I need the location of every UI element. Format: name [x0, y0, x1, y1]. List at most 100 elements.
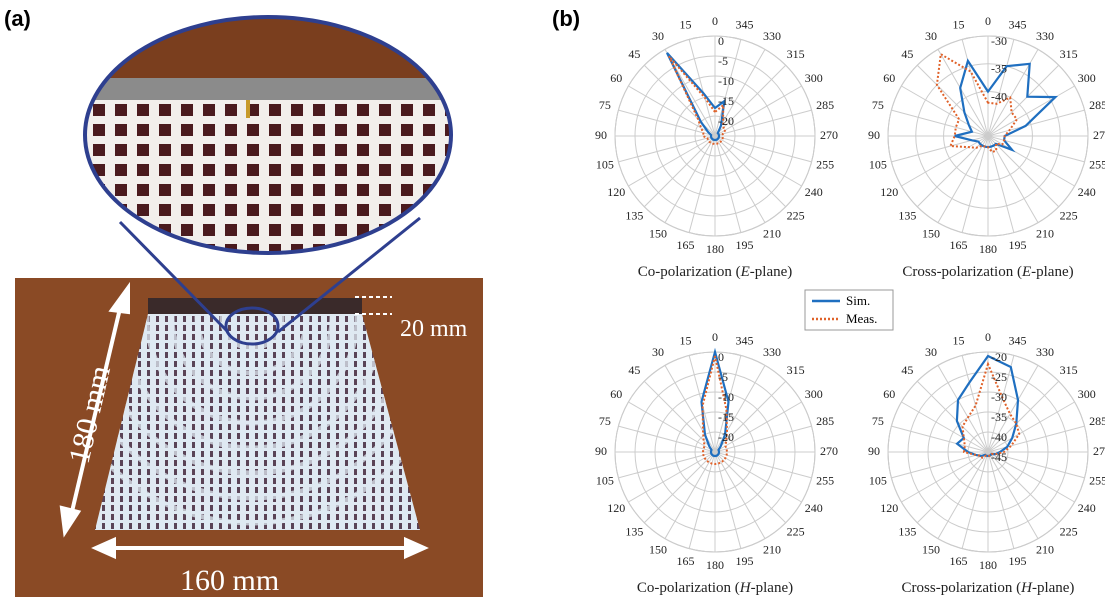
- grid-spoke: [689, 452, 715, 549]
- grid-spoke: [618, 426, 715, 452]
- grid-spoke: [715, 136, 765, 223]
- grid-spoke: [715, 136, 786, 207]
- angle-tick-label: 60: [883, 387, 895, 401]
- r-tick-label: -15: [718, 410, 734, 424]
- polar-chart: 0153045607590105120135150165180195210225…: [868, 330, 1105, 596]
- grid-spoke: [715, 136, 812, 162]
- grid-spoke: [628, 86, 715, 136]
- caption-text: -plane): [1032, 580, 1074, 596]
- grid-spoke: [917, 452, 988, 523]
- grid-spoke: [962, 355, 988, 452]
- angle-tick-label: 45: [628, 363, 640, 377]
- angle-tick-label: 195: [1009, 238, 1027, 252]
- caption: Co-polarization (H-plane): [637, 580, 793, 596]
- grid-spoke: [618, 136, 715, 162]
- angle-tick-label: 30: [925, 345, 937, 359]
- angle-tick-label: 345: [736, 334, 754, 348]
- angle-tick-label: 75: [599, 98, 611, 112]
- grid-spoke: [988, 452, 1014, 549]
- angle-tick-label: 225: [1060, 524, 1078, 538]
- angle-tick-label: 135: [898, 208, 916, 222]
- caption: Cross-polarization (H-plane): [902, 580, 1075, 596]
- r-tick-label: 0: [718, 34, 724, 48]
- r-tick-label: -35: [991, 62, 1007, 76]
- grid-spoke: [715, 452, 802, 502]
- polar-chart: 0153045607590105120135150165180195210225…: [868, 14, 1105, 280]
- r-tick-label: -10: [718, 74, 734, 88]
- r-tick-label: -20: [991, 350, 1007, 364]
- caption-text: -plane): [1031, 264, 1073, 280]
- angle-tick-label: 45: [628, 47, 640, 61]
- photo: 180 mm 160 mm 20 mm: [15, 10, 483, 597]
- legend: Sim. Meas.: [805, 290, 893, 330]
- angle-tick-label: 30: [925, 29, 937, 43]
- r-tick-label: -30: [991, 34, 1007, 48]
- angle-tick-label: 300: [805, 387, 823, 401]
- angle-tick-label: 285: [1089, 414, 1105, 428]
- r-tick-label: -5: [718, 54, 728, 68]
- polar-chart: 0153045607590105120135150165180195210225…: [595, 14, 838, 280]
- angle-tick-label: 240: [805, 185, 823, 199]
- angle-tick-label: 0: [712, 330, 718, 344]
- grid-spoke: [962, 136, 988, 233]
- angle-tick-label: 285: [1089, 98, 1105, 112]
- angle-tick-label: 240: [805, 501, 823, 515]
- angle-tick-label: 30: [652, 345, 664, 359]
- angle-tick-label: 15: [679, 18, 691, 32]
- grid-spoke: [665, 452, 715, 539]
- caption-text: E: [1021, 264, 1031, 280]
- angle-tick-label: 225: [787, 524, 805, 538]
- grid-spoke: [628, 136, 715, 186]
- angle-tick-label: 225: [787, 208, 805, 222]
- grid-spoke: [988, 136, 1085, 162]
- angle-tick-label: 180: [979, 242, 997, 256]
- caption: Co-polarization (E-plane): [638, 264, 793, 280]
- angle-tick-label: 15: [679, 334, 691, 348]
- grid-spoke: [901, 402, 988, 452]
- angle-tick-label: 30: [652, 29, 664, 43]
- angle-tick-label: 240: [1078, 501, 1096, 515]
- angle-tick-label: 0: [712, 14, 718, 28]
- width-label: 160 mm: [180, 564, 279, 597]
- angle-tick-label: 210: [1036, 226, 1054, 240]
- caption-text: Co-polarization (: [637, 580, 740, 596]
- grid-spoke: [689, 39, 715, 136]
- angle-tick-label: 255: [816, 473, 834, 487]
- grid-spoke: [917, 381, 988, 452]
- grid-spoke: [715, 136, 741, 233]
- panel-label: (b): [552, 6, 580, 31]
- angle-tick-label: 315: [787, 47, 805, 61]
- grid-spoke: [891, 452, 988, 478]
- grid-spoke: [715, 452, 786, 523]
- angle-tick-label: 45: [901, 47, 913, 61]
- grid-spoke: [891, 426, 988, 452]
- r-tick-label: 0: [718, 350, 724, 364]
- legend-label: Meas.: [846, 311, 877, 326]
- angle-tick-label: 330: [1036, 345, 1054, 359]
- angle-tick-label: 330: [1036, 29, 1054, 43]
- caption-text: Cross-polarization (: [902, 264, 1022, 280]
- caption-text: Co-polarization (: [638, 264, 741, 280]
- angle-tick-label: 105: [596, 157, 614, 171]
- angle-tick-label: 315: [1060, 363, 1078, 377]
- grid-spoke: [938, 452, 988, 539]
- angle-tick-label: 345: [1009, 18, 1027, 32]
- angle-tick-label: 150: [922, 542, 940, 556]
- legend-label: Sim.: [846, 293, 870, 308]
- angle-tick-label: 90: [868, 128, 880, 142]
- angle-tick-label: 0: [985, 330, 991, 344]
- angle-tick-label: 270: [1093, 128, 1105, 142]
- angle-tick-label: 75: [872, 98, 884, 112]
- angle-tick-label: 285: [816, 98, 834, 112]
- angle-tick-label: 345: [1009, 334, 1027, 348]
- angle-tick-label: 15: [952, 18, 964, 32]
- grid-spoke: [988, 136, 1059, 207]
- angle-tick-label: 255: [816, 157, 834, 171]
- grid-spoke: [689, 136, 715, 233]
- grid-spoke: [891, 110, 988, 136]
- angle-tick-label: 165: [949, 238, 967, 252]
- angle-tick-label: 120: [607, 185, 625, 199]
- r-tick-label: -40: [991, 430, 1007, 444]
- grid-spoke: [715, 452, 741, 549]
- r-tick-label: -35: [991, 410, 1007, 424]
